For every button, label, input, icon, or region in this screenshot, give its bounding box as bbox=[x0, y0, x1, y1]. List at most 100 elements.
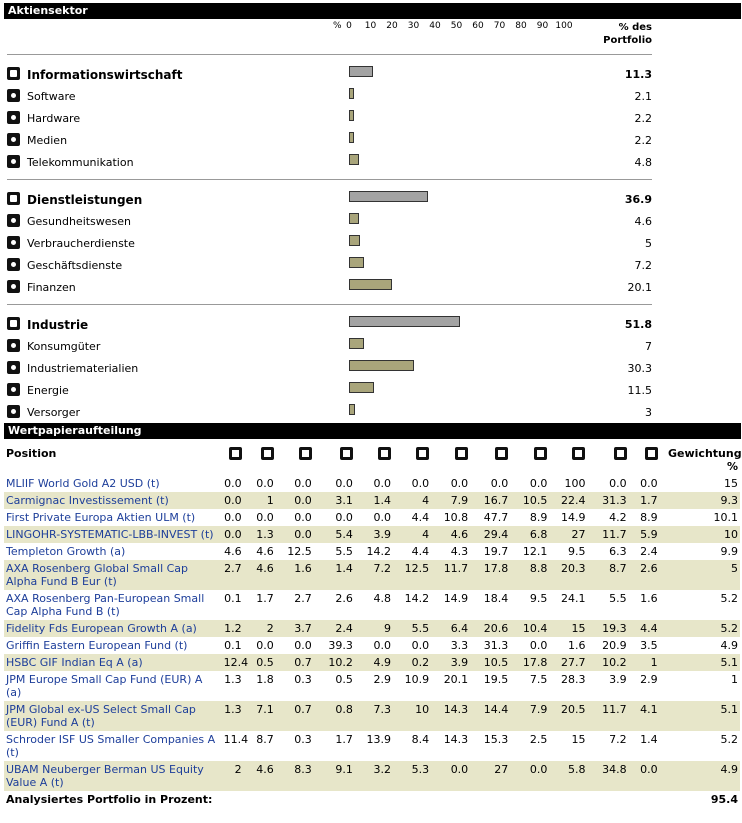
cell-value: 1.2 bbox=[221, 620, 244, 637]
cell-value: 0.0 bbox=[510, 761, 550, 791]
cell-value: 0.0 bbox=[256, 511, 274, 524]
fund-name[interactable]: AXA Rosenberg Pan-European Small Cap Alp… bbox=[6, 592, 205, 618]
tick-label: 100 bbox=[555, 21, 573, 31]
axis-label: % bbox=[333, 21, 342, 31]
value: 30.3 bbox=[627, 362, 653, 375]
holding-row: First Private Europa Aktien ULM (t) 0.0 0.… bbox=[4, 509, 740, 526]
footer-label: Analysiertes Portfolio in Prozent: bbox=[6, 793, 213, 806]
cell-value: 7.2 bbox=[609, 733, 627, 746]
cell-value: 2.4 bbox=[640, 545, 658, 558]
cell-value: 31.3 bbox=[483, 639, 509, 652]
cell-value: 0.1 bbox=[224, 639, 242, 652]
weight: 5.2 bbox=[720, 733, 739, 746]
sector-icon bbox=[7, 155, 20, 168]
bar bbox=[349, 279, 393, 290]
cell-value: 9.1 bbox=[313, 761, 355, 791]
footer-value: 95.4 bbox=[710, 793, 738, 806]
fund-name[interactable]: Carmignac Investissement (t) bbox=[4, 492, 222, 509]
tick-label: 50 bbox=[450, 21, 463, 31]
weight: 5.1 bbox=[659, 654, 740, 671]
column-icon bbox=[629, 445, 660, 475]
tick-label: 90 bbox=[536, 21, 549, 31]
cell-value: 5.5 bbox=[609, 592, 627, 605]
fund-name[interactable]: UBAM Neuberger Berman US Equity Value A … bbox=[4, 761, 222, 791]
cell-value: 3.9 bbox=[431, 654, 471, 671]
icon bbox=[260, 447, 274, 460]
cell-value: 0.0 bbox=[609, 477, 627, 490]
cell-value: 6.4 bbox=[431, 620, 471, 637]
cell-value: 2 bbox=[221, 761, 244, 791]
cell-value: 2.9 bbox=[640, 673, 658, 686]
fund-name[interactable]: MLIIF World Gold A2 USD (t) bbox=[6, 477, 160, 490]
cell-value: 14.2 bbox=[366, 545, 392, 558]
cell-value: 7.2 bbox=[354, 560, 393, 590]
sector-icon bbox=[7, 383, 20, 396]
weight: 4.9 bbox=[720, 639, 739, 652]
cell-value: 0.2 bbox=[393, 654, 432, 671]
cell-value: 2.9 bbox=[373, 673, 392, 686]
tick-label: 60 bbox=[472, 21, 484, 31]
tick-label: 80 bbox=[515, 21, 527, 31]
weight: 4.9 bbox=[659, 761, 740, 791]
cell-value: 14.2 bbox=[404, 592, 430, 605]
cell-value: 29.4 bbox=[470, 526, 511, 543]
fund-name[interactable]: JPM Global ex-US Select Small Cap (EUR) … bbox=[4, 701, 222, 731]
cell-value: 4.6 bbox=[224, 545, 242, 558]
cell-value: 0.1 bbox=[224, 592, 242, 605]
cell-value: 1.4 bbox=[640, 733, 658, 746]
cell-value: 14.9 bbox=[560, 511, 586, 524]
bar bbox=[349, 110, 354, 121]
cell-value: 3.7 bbox=[275, 620, 314, 637]
cell-value: 10.2 bbox=[313, 654, 355, 671]
holding-row: Carmignac Investissement (t) 0.0 1 0.0 3.1 1.… bbox=[4, 492, 740, 509]
cell-value: 0.0 bbox=[373, 511, 392, 524]
holding-row: UBAM Neuberger Berman US Equity Value A … bbox=[4, 761, 740, 791]
value: 20.1 bbox=[627, 281, 653, 294]
cell-value: 18.4 bbox=[483, 592, 509, 605]
bar bbox=[349, 213, 359, 224]
fund-name[interactable]: Schroder ISF US Smaller Companies A (t) bbox=[6, 733, 216, 759]
fund-name[interactable]: Fidelity Fds European Growth A (a) bbox=[4, 620, 222, 637]
cell-value: 4.6 bbox=[243, 560, 276, 590]
cell-value: 14.3 bbox=[443, 733, 469, 746]
column-icon bbox=[355, 445, 393, 475]
cell-value: 20.6 bbox=[470, 620, 511, 637]
cell-value: 10 bbox=[393, 701, 432, 731]
bar bbox=[349, 191, 429, 202]
cell-value: 8.4 bbox=[411, 733, 430, 746]
fund-name[interactable]: AXA Rosenberg Global Small Cap Alpha Fun… bbox=[4, 560, 222, 590]
sector-group-name: Industrie bbox=[27, 318, 89, 332]
fund-name[interactable]: Griffin Eastern European Fund (t) bbox=[6, 639, 188, 652]
sector-icon bbox=[7, 280, 20, 293]
fund-name[interactable]: HSBC GIF Indian Eq A (a) bbox=[4, 654, 222, 671]
value: 3 bbox=[645, 406, 652, 419]
cell-value: 17.8 bbox=[470, 560, 511, 590]
cell-value: 11.7 bbox=[587, 701, 629, 731]
cell-value: 11.7 bbox=[587, 526, 629, 543]
cell-value: 14.3 bbox=[431, 701, 471, 731]
cell-value: 2.6 bbox=[335, 592, 353, 605]
bar bbox=[349, 154, 360, 165]
cell-value: 14.4 bbox=[470, 701, 511, 731]
cell-value: 8.7 bbox=[256, 733, 274, 746]
sector-name: Konsumgüter bbox=[27, 340, 101, 353]
column-icon bbox=[470, 445, 510, 475]
fund-name[interactable]: JPM Europe Small Cap Fund (EUR) A (a) bbox=[6, 673, 203, 699]
cell-value: 15 bbox=[571, 733, 586, 746]
bar bbox=[349, 235, 360, 246]
cell-value: 0.0 bbox=[411, 477, 430, 490]
icon bbox=[228, 447, 242, 460]
fund-name[interactable]: First Private Europa Aktien ULM (t) bbox=[6, 511, 196, 524]
fund-name[interactable]: Templeton Growth (a) bbox=[6, 545, 126, 558]
weight: 5.1 bbox=[659, 701, 740, 731]
cell-value: 20.1 bbox=[443, 673, 469, 686]
value: 51.8 bbox=[624, 318, 652, 331]
cell-value: 3.2 bbox=[354, 761, 393, 791]
cell-value: 5.9 bbox=[628, 526, 660, 543]
cell-value: 10.4 bbox=[510, 620, 550, 637]
cell-value: 3.1 bbox=[313, 492, 355, 509]
holding-row: JPM Global ex-US Select Small Cap (EUR) … bbox=[4, 701, 740, 731]
cell-value: 1.6 bbox=[567, 639, 586, 652]
cell-value: 2.4 bbox=[313, 620, 355, 637]
fund-name[interactable]: LINGOHR-SYSTEMATIC-LBB-INVEST (t) bbox=[4, 526, 222, 543]
